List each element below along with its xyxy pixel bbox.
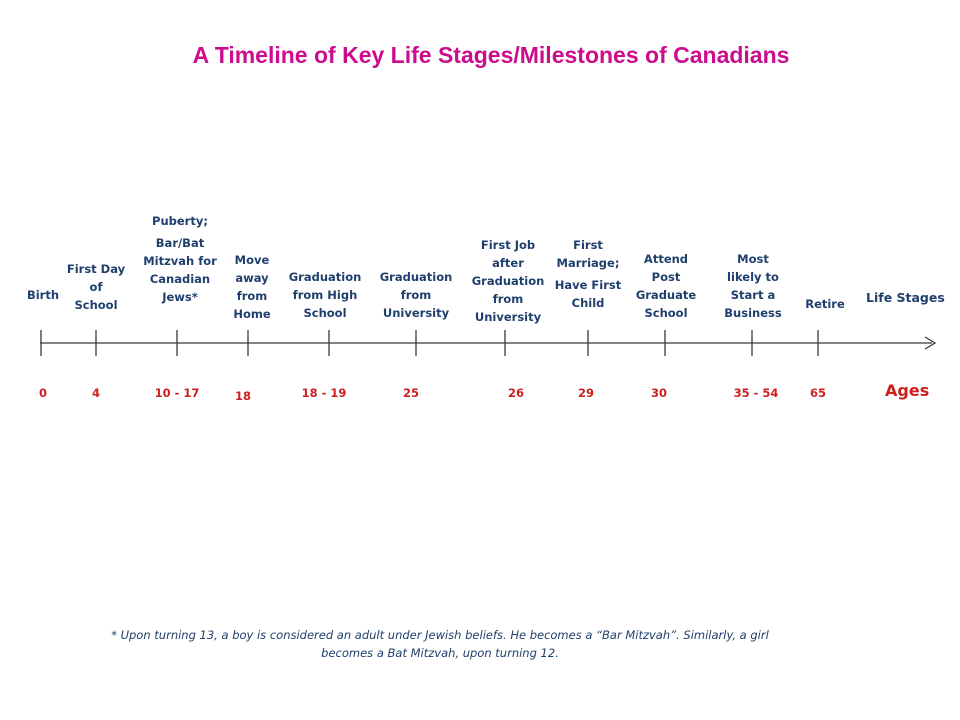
age-label: 30	[650, 386, 668, 400]
milestone-label: Birth	[27, 286, 59, 304]
milestone-label-line: Home	[233, 307, 271, 321]
milestone-label-line: from High	[292, 288, 358, 302]
page-title: A Timeline of Key Life Stages/Milestones…	[192, 42, 790, 68]
milestone-label-line: Post	[651, 270, 681, 284]
footnote-line-2: becomes a Bat Mitzvah, upon turning 12.	[321, 646, 559, 660]
milestone-label-line: University	[474, 310, 542, 324]
milestone-label-line: Child	[571, 296, 605, 310]
age-label: 65	[809, 386, 827, 400]
milestone-label-line: Mitzvah for	[143, 254, 217, 268]
age-label: 0	[38, 386, 48, 400]
ages-label: Ages	[885, 381, 930, 400]
timeline-arrowhead	[924, 336, 937, 350]
milestone-label: Graduation from High School	[289, 268, 362, 322]
milestone-label-line: away	[235, 271, 269, 285]
milestone-label: First Marriage; Have First Child	[555, 236, 622, 312]
milestone-label-line: of	[89, 280, 103, 294]
milestone-label-line: Attend	[643, 252, 689, 266]
milestone-label-line: Graduate	[635, 288, 697, 302]
age-label: 25	[402, 386, 420, 400]
age-label: 35 - 54	[733, 386, 779, 400]
milestone-label-line: from	[236, 289, 268, 303]
milestone-label-line: Have First	[554, 278, 622, 292]
age-label: 26	[507, 386, 525, 400]
life-stages-label: Life Stages	[866, 290, 945, 305]
milestone-label-line: School	[303, 306, 347, 320]
milestone-label-line: Move	[234, 253, 270, 267]
milestone-label-line: Most	[737, 252, 769, 266]
milestone-label-line: School	[644, 306, 688, 320]
milestone-label-line: School	[74, 298, 118, 312]
milestone-label: Puberty; Bar/Bat Mitzvah for Canadian Jews*	[143, 212, 217, 306]
milestone-label-line: Graduation	[471, 274, 545, 288]
milestone-label-line: First Job	[480, 238, 536, 252]
milestone-label-line: Graduation	[379, 270, 453, 284]
milestone-label: First Job after Graduation from University	[472, 236, 545, 326]
milestone-label-line: Bar/Bat	[155, 236, 205, 250]
milestone-label-line: from	[400, 288, 432, 302]
milestone-label: Move away from Home	[233, 251, 270, 323]
milestone-label: Retire	[805, 295, 845, 313]
milestone-label-line: First Day	[66, 262, 126, 276]
age-label: 4	[91, 386, 101, 400]
milestone-label: Graduation from University	[380, 268, 453, 322]
age-label: 10 - 17	[154, 386, 200, 400]
milestone-label-line: Marriage;	[556, 256, 620, 270]
age-label: 18	[234, 389, 252, 403]
milestone-label-line: University	[382, 306, 450, 320]
milestone-label-line: likely to	[727, 270, 779, 284]
milestone-label-line: Puberty;	[152, 214, 208, 228]
milestone-label-line: Retire	[805, 297, 845, 311]
milestone-label-line: after	[492, 256, 524, 270]
age-label: 18 - 19	[301, 386, 347, 400]
milestone-label-line: Canadian	[149, 272, 211, 286]
milestone-label: Most likely to Start a Business	[724, 250, 781, 322]
timeline-ticks	[40, 330, 819, 356]
milestone-label: First Day of School	[67, 260, 125, 314]
milestone-label: Attend Post Graduate School	[636, 250, 696, 322]
milestone-label-line: Jews*	[162, 290, 198, 304]
milestone-label-line: Graduation	[288, 270, 362, 284]
age-label: 29	[577, 386, 595, 400]
milestone-label-line: Start a	[730, 288, 776, 302]
footnote: * Upon turning 13, a boy is considered a…	[60, 626, 820, 662]
milestone-label-line: Business	[724, 306, 782, 320]
milestone-label-line: First	[573, 238, 603, 252]
milestone-label-line: from	[492, 292, 524, 306]
milestone-label-line: Birth	[26, 288, 60, 302]
footnote-line-1: * Upon turning 13, a boy is considered a…	[111, 628, 769, 642]
